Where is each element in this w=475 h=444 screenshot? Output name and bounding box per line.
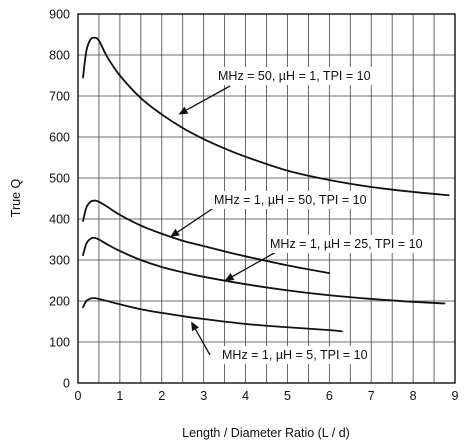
x-tick-label: 6 (326, 389, 333, 403)
series-line-1 (82, 36, 450, 197)
x-tick-label: 3 (200, 389, 207, 403)
annotation-label-2: MHz = 1, µH = 50, TPI = 10 (214, 193, 367, 207)
series-annotations: MHz = 50, µH = 1, TPI = 10 MHz = 1, µH = … (170, 67, 426, 364)
x-tick-label: 5 (284, 389, 291, 403)
y-tick-label: 800 (49, 49, 70, 63)
series-line-2 (82, 199, 331, 275)
tick-labels: 0 1 2 3 4 5 6 7 8 9 0 100 200 300 400 500 600 700 800 900 (49, 8, 458, 404)
annotation-arrow-head (178, 106, 189, 115)
annotation-label-background (219, 346, 371, 364)
plot-frame (77, 13, 456, 384)
annotation-arrow-head (170, 228, 180, 238)
y-tick-label: 900 (49, 8, 70, 22)
series-lines (82, 36, 450, 333)
series-line-3 (82, 236, 446, 305)
y-tick-label: 500 (49, 172, 70, 186)
x-tick-label: 7 (368, 389, 375, 403)
y-tick-label: 700 (49, 90, 70, 104)
annotation-label-1: MHz = 50, µH = 1, TPI = 10 (218, 69, 371, 83)
annotation-arrow-line (186, 85, 231, 111)
x-tick-label: 2 (158, 389, 165, 403)
x-tick-label: 4 (242, 389, 249, 403)
y-tick-label: 400 (49, 213, 70, 227)
annotation-arrow-head (224, 273, 235, 281)
y-tick-label: 100 (49, 336, 70, 350)
annotation-arrow-line (177, 206, 216, 233)
annotation-label-background (211, 191, 370, 209)
x-tick-label: 0 (75, 389, 82, 403)
x-axis-label: Length / Diameter Ratio (L / d) (182, 426, 350, 440)
y-tick-label: 300 (49, 254, 70, 268)
series-line-4 (82, 297, 343, 333)
annotation-label-3: MHz = 1, µH = 25, TPI = 10 (270, 237, 423, 251)
annotation-arrow-line (232, 251, 277, 278)
y-tick-label: 0 (63, 377, 70, 391)
annotation-arrow-line (194, 329, 211, 356)
x-tick-label: 9 (452, 389, 459, 403)
annotation-label-background (267, 235, 426, 253)
y-tick-label: 200 (49, 295, 70, 309)
x-tick-label: 8 (410, 389, 417, 403)
x-tick-label: 1 (116, 389, 123, 403)
annotation-label-4: MHz = 1, µH = 5, TPI = 10 (222, 348, 368, 362)
annotation-arrow-head (191, 321, 200, 332)
y-axis-label: True Q (9, 179, 23, 218)
annotation-label-background (215, 67, 374, 85)
y-tick-label: 600 (49, 131, 70, 145)
